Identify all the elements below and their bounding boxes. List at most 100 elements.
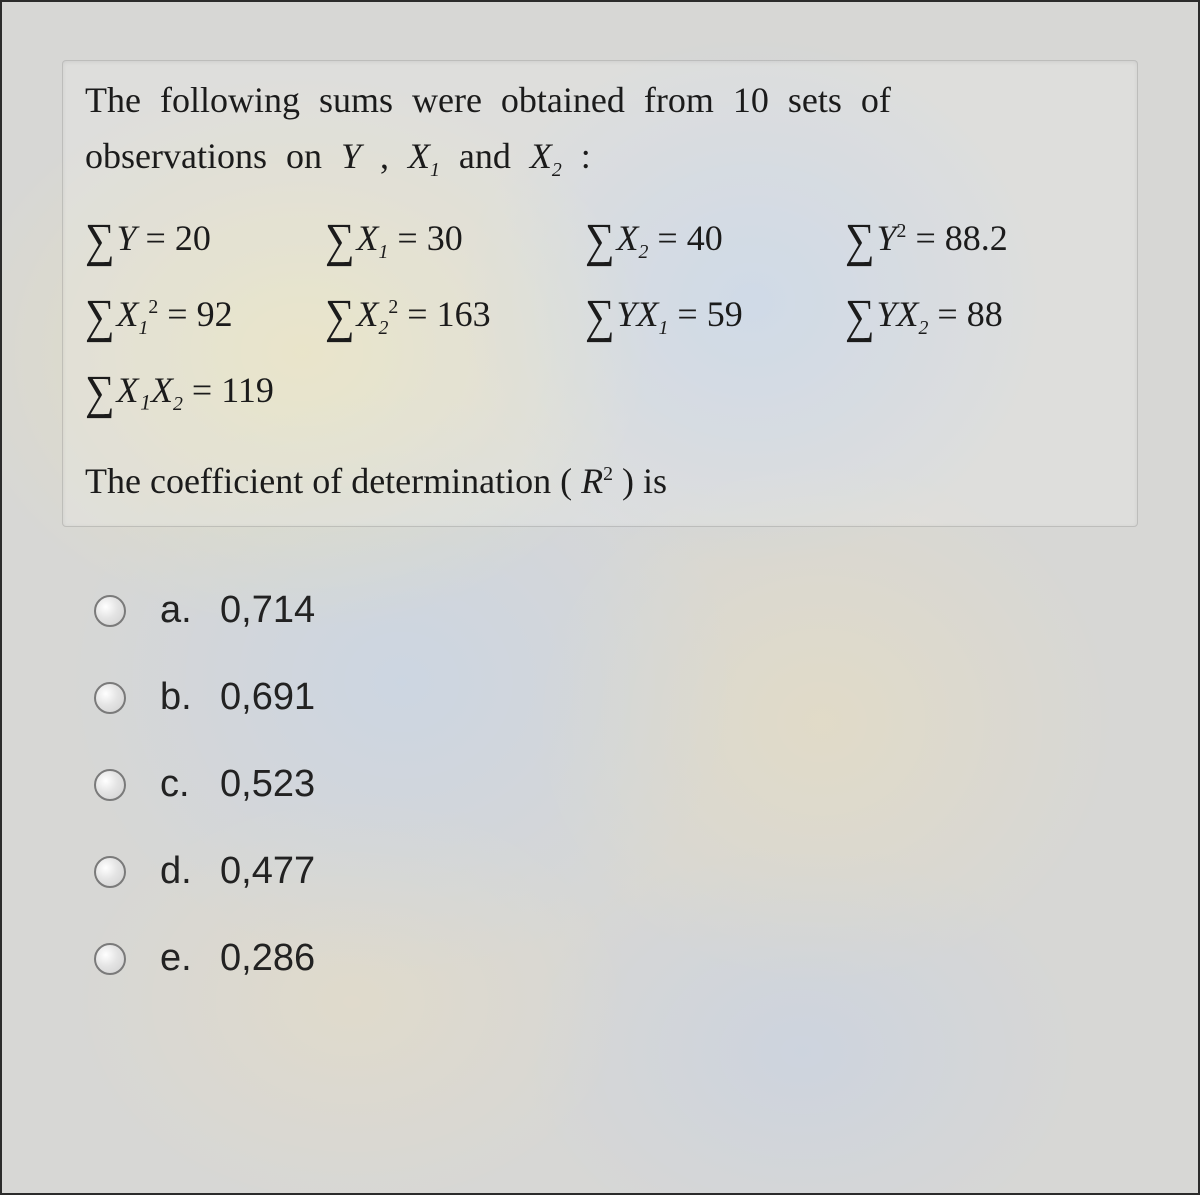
sums-grid: ∑Y = 20 ∑X1 = 30 ∑X2 = 40 ∑Y2 = 88.2 ∑X1… bbox=[85, 216, 1115, 417]
sum-sub: 1 bbox=[379, 241, 389, 263]
sum-sym: Y bbox=[117, 218, 137, 258]
eq: = bbox=[388, 218, 426, 258]
sum-sym: YX bbox=[877, 294, 919, 334]
radio-icon[interactable] bbox=[94, 682, 126, 714]
question-intro: The following sums were obtained from 10… bbox=[85, 73, 1115, 186]
sum-val: 88 bbox=[967, 294, 1003, 334]
var-Y: Y bbox=[341, 136, 361, 176]
question-card: The following sums were obtained from 10… bbox=[62, 60, 1138, 527]
radio-icon[interactable] bbox=[94, 943, 126, 975]
comma: , bbox=[361, 136, 408, 176]
radio-icon[interactable] bbox=[94, 595, 126, 627]
colon: : bbox=[562, 136, 591, 176]
var-X2: X bbox=[530, 136, 552, 176]
sum-val: 30 bbox=[427, 218, 463, 258]
eq: = bbox=[906, 218, 944, 258]
sigma-icon: ∑ bbox=[85, 288, 115, 343]
answer-options: a. 0,714 b. 0,691 c. 0,523 d. 0,477 bbox=[62, 589, 1138, 980]
sum-cell: ∑X22 = 163 bbox=[325, 292, 565, 340]
sum-cell: ∑X2 = 40 bbox=[585, 216, 825, 264]
sigma-icon: ∑ bbox=[85, 364, 115, 419]
sum-sup: 2 bbox=[148, 296, 158, 318]
var-X2-sub: 2 bbox=[552, 159, 562, 181]
sum-sub: 1 bbox=[659, 317, 669, 339]
sum-sym: X bbox=[357, 294, 379, 334]
option-b[interactable]: b. 0,691 bbox=[94, 676, 1138, 719]
option-letter: a. bbox=[160, 589, 198, 632]
sigma-icon: ∑ bbox=[325, 212, 355, 267]
sum-val: 88.2 bbox=[945, 218, 1008, 258]
option-value: 0,714 bbox=[220, 589, 315, 632]
sum-sym: YX bbox=[617, 294, 659, 334]
intro-text: The following sums were obtained from bbox=[85, 80, 733, 120]
sum-cell: ∑YX1 = 59 bbox=[585, 292, 825, 340]
question-page: The following sums were obtained from 10… bbox=[0, 0, 1200, 1195]
option-e[interactable]: e. 0,286 bbox=[94, 937, 1138, 980]
sum-cell: ∑X1 = 30 bbox=[325, 216, 565, 264]
sum-val: 92 bbox=[197, 294, 233, 334]
option-letter: d. bbox=[160, 850, 198, 893]
sum-sub: 2 bbox=[639, 241, 649, 263]
eq: = bbox=[668, 294, 706, 334]
intro-n: 10 bbox=[733, 80, 769, 120]
sum-cell: ∑X12 = 92 bbox=[85, 292, 305, 340]
sum-cell: ∑Y = 20 bbox=[85, 216, 305, 264]
intro-text: sets of bbox=[769, 80, 891, 120]
option-label: c. 0,523 bbox=[160, 763, 315, 806]
option-letter: c. bbox=[160, 763, 198, 806]
var-X1-sub: 1 bbox=[430, 159, 440, 181]
option-value: 0,523 bbox=[220, 763, 315, 806]
var-X1: X bbox=[408, 136, 430, 176]
concl-R: R bbox=[581, 461, 603, 501]
and: and bbox=[440, 136, 530, 176]
option-d[interactable]: d. 0,477 bbox=[94, 850, 1138, 893]
sum-cell: ∑X₁X2 = 119 bbox=[85, 368, 1115, 416]
sum-val: 59 bbox=[707, 294, 743, 334]
sum-sub: 1 bbox=[139, 317, 149, 339]
eq: = bbox=[398, 294, 436, 334]
radio-icon[interactable] bbox=[94, 856, 126, 888]
option-label: b. 0,691 bbox=[160, 676, 315, 719]
eq: = bbox=[183, 370, 221, 410]
option-letter: b. bbox=[160, 676, 198, 719]
option-letter: e. bbox=[160, 937, 198, 980]
intro-text: observations on bbox=[85, 136, 341, 176]
sigma-icon: ∑ bbox=[325, 288, 355, 343]
sigma-icon: ∑ bbox=[845, 212, 875, 267]
option-label: a. 0,714 bbox=[160, 589, 315, 632]
option-label: d. 0,477 bbox=[160, 850, 315, 893]
sum-val: 119 bbox=[221, 370, 274, 410]
concl-b: ) is bbox=[613, 461, 667, 501]
sum-cell: ∑YX2 = 88 bbox=[845, 292, 1115, 340]
sum-sub: 2 bbox=[919, 317, 929, 339]
sigma-icon: ∑ bbox=[585, 212, 615, 267]
option-value: 0,477 bbox=[220, 850, 315, 893]
sum-cell: ∑Y2 = 88.2 bbox=[845, 216, 1115, 264]
eq: = bbox=[137, 218, 175, 258]
option-label: e. 0,286 bbox=[160, 937, 315, 980]
sum-sym: X bbox=[117, 294, 139, 334]
option-a[interactable]: a. 0,714 bbox=[94, 589, 1138, 632]
option-c[interactable]: c. 0,523 bbox=[94, 763, 1138, 806]
sum-val: 20 bbox=[175, 218, 211, 258]
option-value: 0,691 bbox=[220, 676, 315, 719]
sum-sub: 2 bbox=[379, 317, 389, 339]
sum-sub: 2 bbox=[173, 393, 183, 415]
concl-a: The coefficient of determination ( bbox=[85, 461, 581, 501]
sum-sym: X bbox=[617, 218, 639, 258]
sum-sup: 2 bbox=[897, 220, 907, 242]
eq: = bbox=[158, 294, 196, 334]
sum-val: 163 bbox=[437, 294, 491, 334]
radio-icon[interactable] bbox=[94, 769, 126, 801]
sigma-icon: ∑ bbox=[845, 288, 875, 343]
sigma-icon: ∑ bbox=[85, 212, 115, 267]
sum-val: 40 bbox=[687, 218, 723, 258]
sum-sym: Y bbox=[877, 218, 897, 258]
option-value: 0,286 bbox=[220, 937, 315, 980]
concl-sup: 2 bbox=[603, 463, 613, 485]
eq: = bbox=[928, 294, 966, 334]
eq: = bbox=[648, 218, 686, 258]
sum-sym: X₁X bbox=[117, 370, 174, 410]
sigma-icon: ∑ bbox=[585, 288, 615, 343]
question-prompt: The coefficient of determination ( R2 ) … bbox=[85, 460, 1115, 502]
